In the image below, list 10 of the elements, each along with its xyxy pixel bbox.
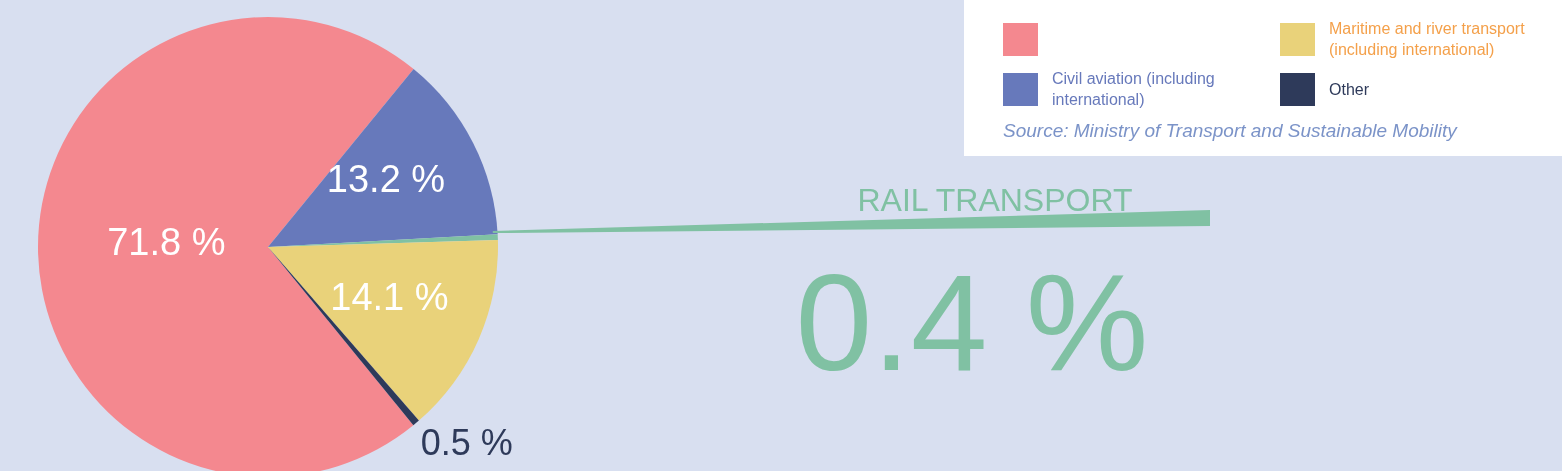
legend-label: Other <box>1329 79 1370 100</box>
slice-label: RAIL TRANSPORT <box>857 182 1133 218</box>
data-label: 14.1 % <box>330 276 449 319</box>
data-label: 0.5 % <box>420 422 513 464</box>
data-label: 13.2 % <box>326 158 446 201</box>
legend-label: Civil aviation (including international) <box>1052 69 1216 110</box>
data-label: 0.4 % <box>795 245 1149 399</box>
source-note: Source: Ministry of Transport and Sustainable Mobility <box>1003 120 1459 142</box>
data-label: 71.8 % <box>107 220 226 263</box>
legend-label: Maritime and river transport (including international) <box>1329 19 1526 60</box>
